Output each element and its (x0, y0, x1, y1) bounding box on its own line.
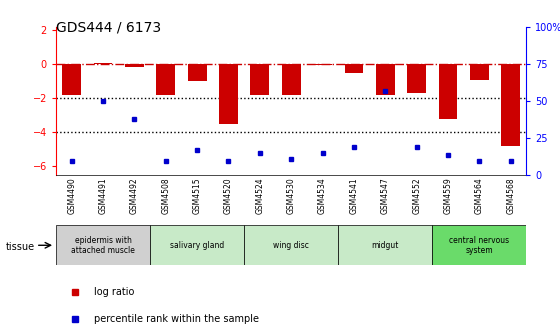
Bar (313, 64, 332, 65)
Bar (344, 64, 363, 73)
Text: salivary gland: salivary gland (170, 241, 224, 250)
Text: GSM4530: GSM4530 (287, 177, 296, 214)
Bar (250, 64, 269, 95)
Text: GSM4490: GSM4490 (67, 177, 76, 214)
Text: GSM4534: GSM4534 (318, 177, 327, 214)
Text: GSM4515: GSM4515 (193, 177, 202, 214)
Text: wing disc: wing disc (273, 241, 309, 250)
Text: GSM4491: GSM4491 (99, 177, 108, 214)
Text: GSM4541: GSM4541 (349, 177, 358, 214)
Text: GSM4559: GSM4559 (444, 177, 452, 214)
Text: GSM4547: GSM4547 (381, 177, 390, 214)
Bar (376, 64, 395, 95)
Text: GSM4492: GSM4492 (130, 177, 139, 214)
Bar (338, 225, 432, 265)
Text: GSM4524: GSM4524 (255, 177, 264, 214)
Bar (407, 64, 426, 93)
Text: epidermis with
attached muscle: epidermis with attached muscle (71, 236, 135, 255)
Text: central nervous
system: central nervous system (449, 236, 510, 255)
Text: GSM4520: GSM4520 (224, 177, 233, 214)
Bar (432, 225, 526, 265)
Bar (56, 225, 150, 265)
Text: GSM4508: GSM4508 (161, 177, 170, 214)
Text: GSM4564: GSM4564 (475, 177, 484, 214)
Text: percentile rank within the sample: percentile rank within the sample (94, 314, 259, 324)
Bar (438, 64, 458, 119)
Bar (244, 225, 338, 265)
Text: GSM4552: GSM4552 (412, 177, 421, 214)
Text: tissue: tissue (6, 242, 35, 252)
Bar (150, 225, 244, 265)
Bar (219, 64, 238, 124)
Text: log ratio: log ratio (94, 287, 134, 297)
Bar (62, 64, 81, 95)
Text: GDS444 / 6173: GDS444 / 6173 (56, 20, 161, 34)
Bar (125, 64, 144, 67)
Text: midgut: midgut (372, 241, 399, 250)
Bar (470, 64, 489, 80)
Bar (282, 64, 301, 95)
Bar (501, 64, 520, 146)
Text: GSM4568: GSM4568 (506, 177, 515, 214)
Bar (188, 64, 207, 81)
Bar (156, 64, 175, 95)
